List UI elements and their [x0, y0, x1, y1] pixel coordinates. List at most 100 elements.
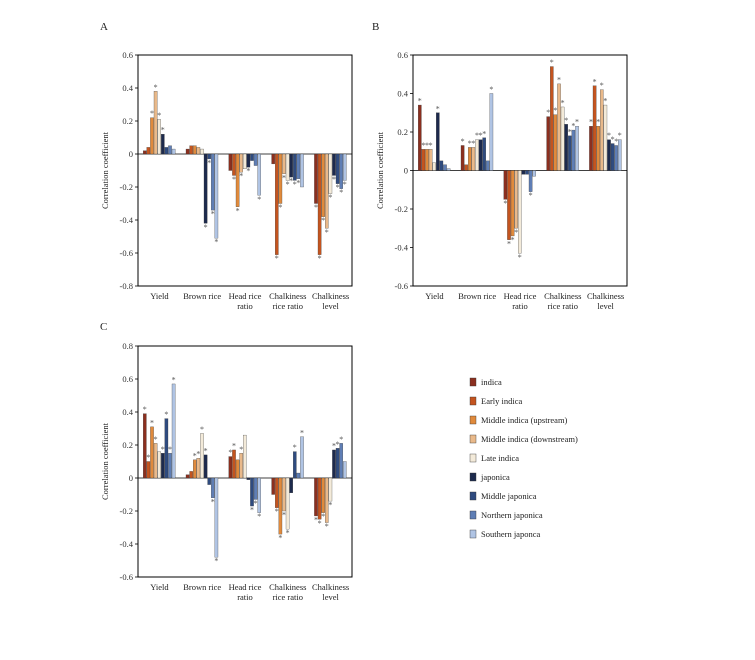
- y-axis-title: Correlation coefficient: [375, 131, 385, 209]
- bar: [143, 150, 147, 155]
- bar: [146, 461, 151, 479]
- panel-letter: A: [100, 21, 108, 33]
- bar: [296, 472, 301, 479]
- bar: [314, 477, 318, 517]
- category-label: Yield: [150, 582, 169, 592]
- significance-marker: *: [564, 116, 568, 125]
- category-label: Chalkiness: [269, 291, 306, 301]
- significance-marker: *: [275, 507, 279, 516]
- significance-marker: *: [336, 183, 340, 192]
- y-tick-label: -0.2: [120, 182, 133, 192]
- significance-marker: *: [325, 522, 329, 531]
- legend: indica Early indica Middle indica (upstrea…: [469, 377, 578, 539]
- significance-marker: *: [211, 210, 215, 219]
- bar: [321, 153, 325, 217]
- panel-b: B 0.6 0.4 0.2 0 -0.2 -0.4 -0.6 Correlation coeff…: [372, 21, 628, 311]
- bar: [228, 153, 233, 171]
- bar: [185, 474, 190, 479]
- legend-swatch: [469, 529, 477, 539]
- significance-marker: *: [571, 122, 575, 131]
- bar: [421, 149, 426, 171]
- significance-marker: *: [611, 135, 615, 144]
- legend-swatch: [469, 453, 477, 463]
- bar: [243, 153, 247, 170]
- y-tick-label: 0.6: [122, 50, 133, 60]
- category-label: ratio: [237, 592, 253, 602]
- legend-label: Early indica: [481, 396, 523, 406]
- significance-marker: *: [561, 98, 565, 107]
- bar: [436, 112, 440, 171]
- significance-marker: *: [286, 180, 290, 189]
- bar: [246, 477, 251, 480]
- bar: [171, 383, 176, 479]
- bar: [596, 126, 600, 171]
- bar: [189, 471, 193, 479]
- significance-marker: *: [214, 238, 218, 247]
- bar: [482, 137, 486, 171]
- legend-label: Late indica: [481, 453, 519, 463]
- bar: [193, 145, 197, 155]
- bar: [514, 170, 518, 229]
- significance-marker: *: [557, 75, 561, 84]
- significance-marker: *: [328, 193, 332, 202]
- bar: [250, 477, 254, 507]
- significance-marker: *: [596, 118, 600, 127]
- bar: [468, 147, 472, 171]
- bar: [211, 153, 215, 211]
- significance-marker: *: [254, 499, 258, 508]
- significance-marker: *: [161, 126, 165, 135]
- significance-marker: *: [200, 425, 204, 434]
- bar: [510, 170, 515, 237]
- bar: [275, 477, 279, 508]
- bar: [460, 145, 465, 171]
- bar: [300, 436, 304, 479]
- y-tick-label: 0.4: [397, 89, 408, 99]
- significance-marker: *: [332, 441, 336, 450]
- bar: [275, 153, 279, 255]
- category-label: rice ratio: [273, 301, 303, 311]
- significance-marker: *: [204, 446, 208, 455]
- bar: [568, 135, 572, 171]
- category-label: level: [322, 592, 339, 602]
- significance-marker: *: [150, 109, 154, 118]
- significance-marker: *: [336, 440, 340, 449]
- bar: [610, 143, 615, 171]
- bar: [164, 147, 169, 155]
- category-label: Yield: [425, 291, 444, 301]
- y-tick-label: -0.6: [395, 281, 408, 291]
- legend-swatch: [469, 491, 477, 501]
- bar: [300, 153, 304, 188]
- bar: [150, 426, 154, 479]
- bar: [332, 449, 336, 479]
- significance-marker: *: [328, 501, 332, 510]
- category-label: Chalkiness: [587, 291, 624, 301]
- bar: [503, 170, 508, 200]
- significance-marker: *: [257, 195, 261, 204]
- significance-marker: *: [257, 512, 261, 521]
- bar: [200, 433, 204, 479]
- bar: [211, 477, 215, 498]
- bar: [278, 477, 283, 535]
- bar: [518, 170, 522, 254]
- bar: [196, 147, 201, 155]
- bar: [589, 126, 593, 171]
- y-axis-title: Correlation coefficient: [100, 131, 110, 209]
- significance-marker: *: [589, 118, 593, 127]
- bar: [339, 443, 343, 479]
- significance-marker: *: [546, 108, 550, 117]
- significance-marker: *: [475, 131, 479, 140]
- bar: [343, 153, 347, 181]
- significance-marker: *: [575, 118, 579, 127]
- significance-marker: *: [172, 375, 176, 384]
- category-label: Brown rice: [183, 291, 221, 301]
- bar: [157, 451, 161, 479]
- significance-marker: *: [593, 77, 597, 86]
- significance-marker: *: [489, 85, 493, 94]
- y-tick-label: 0: [404, 166, 408, 176]
- bar: [471, 147, 476, 171]
- bar: [153, 443, 158, 479]
- plot-frame: [137, 345, 353, 578]
- significance-marker: *: [314, 203, 318, 212]
- bar: [314, 153, 318, 204]
